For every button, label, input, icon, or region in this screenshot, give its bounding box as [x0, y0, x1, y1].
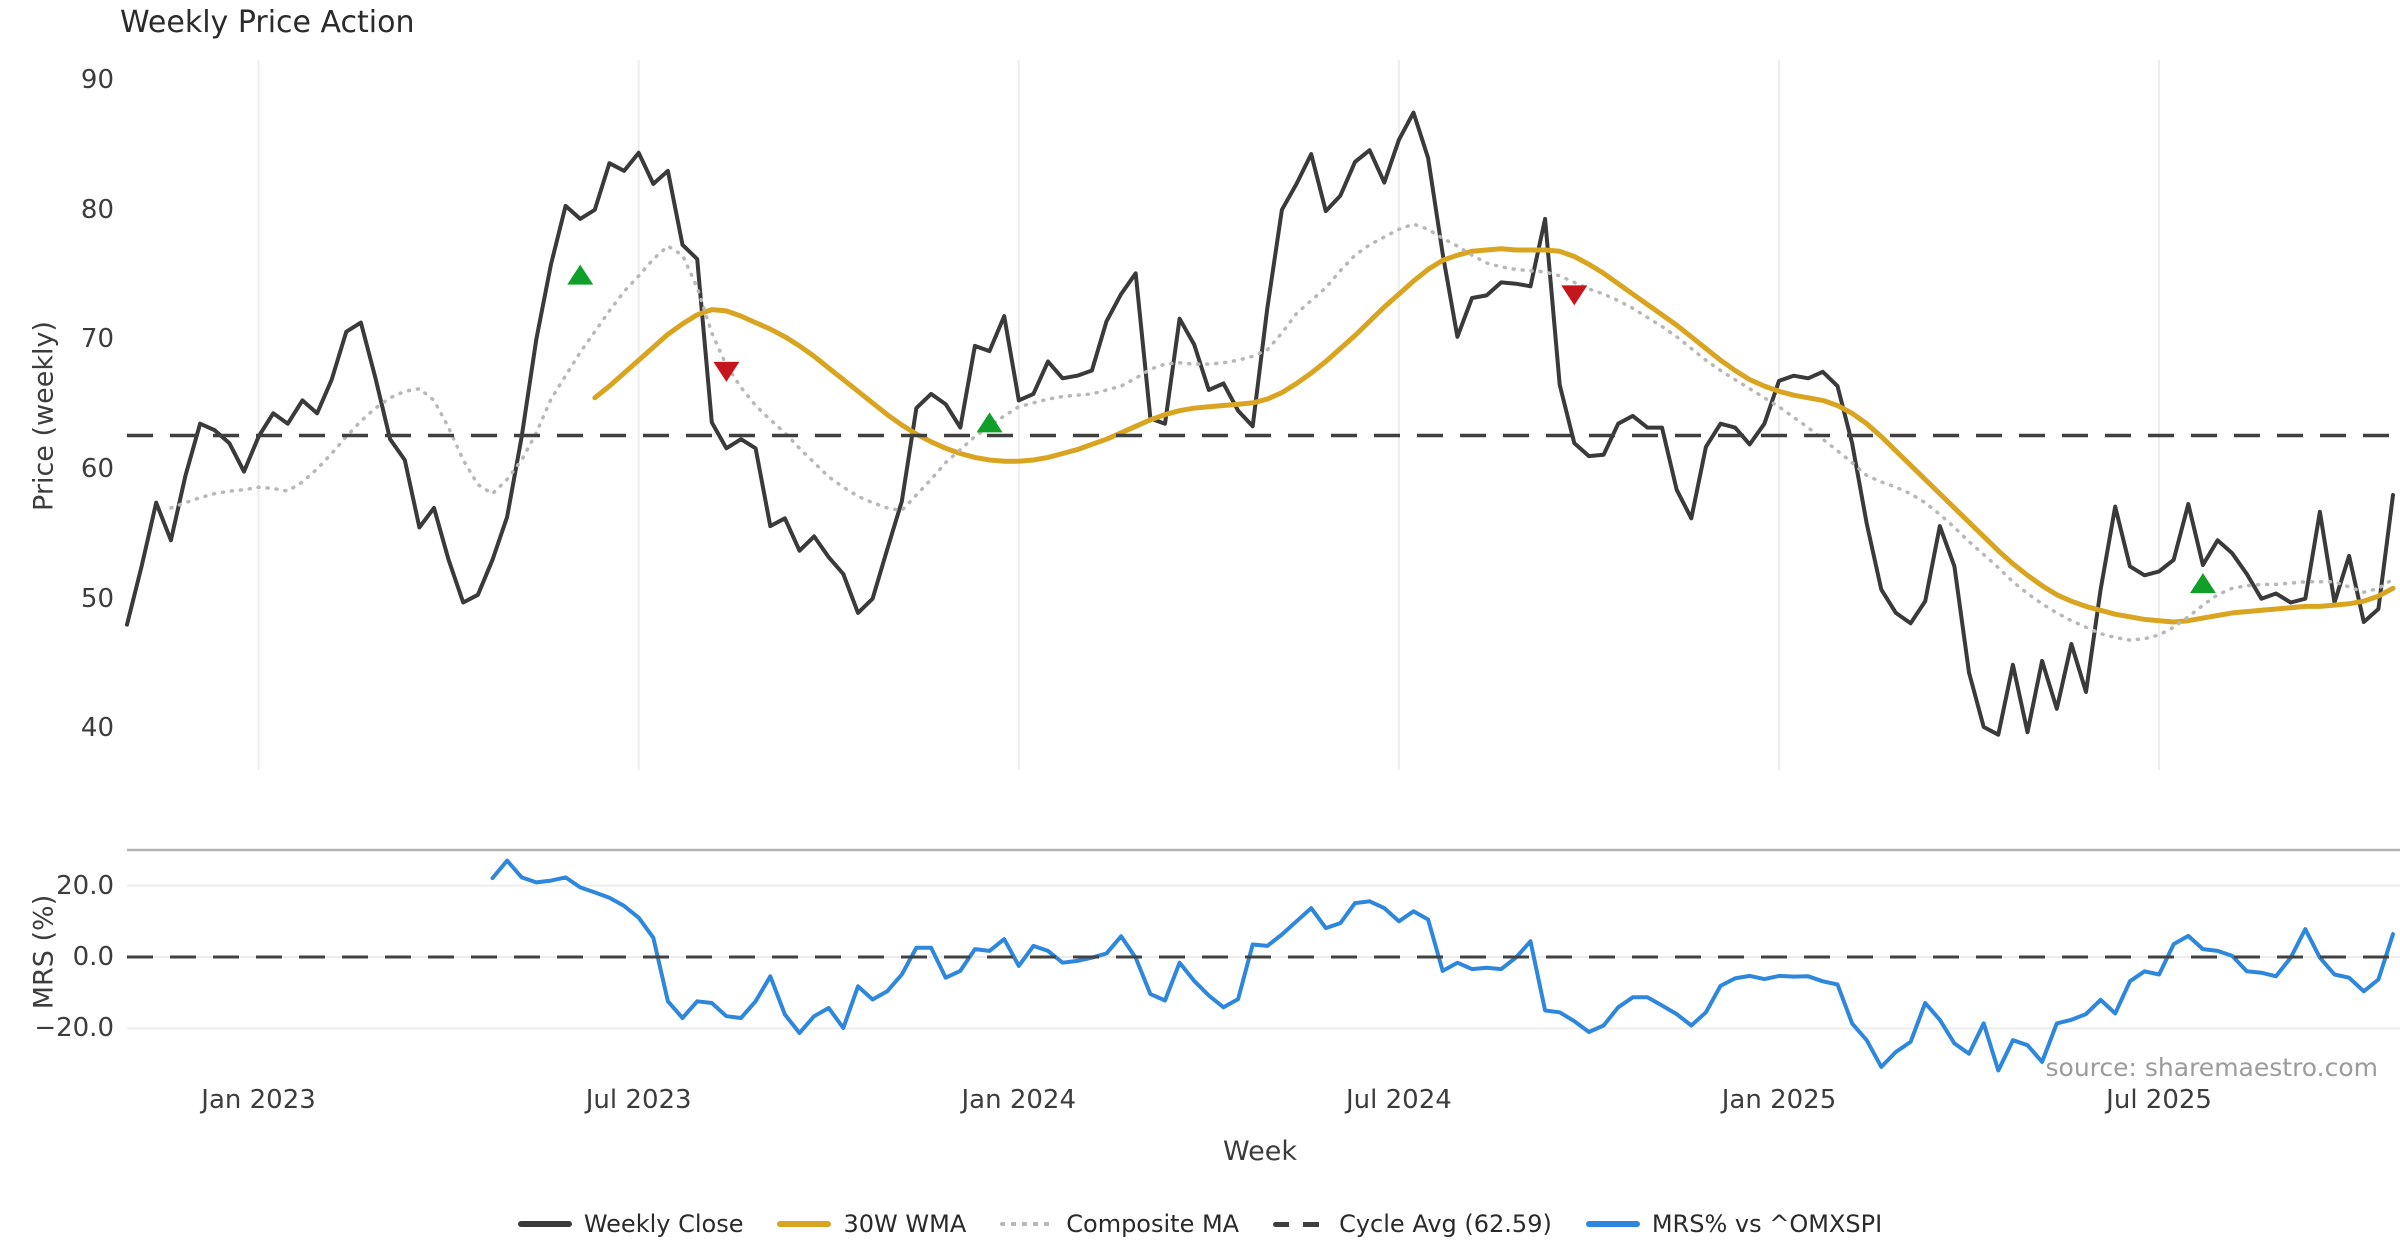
chart-legend: Weekly Close 30W WMA Composite MA Cycle Avg…	[0, 1210, 2400, 1238]
mrs-ytick-label: 0.0	[72, 941, 114, 972]
legend-item: 30W WMA	[777, 1210, 966, 1238]
source-note: source: sharemaestro.com	[2045, 1053, 2379, 1082]
price-ytick-label: 60	[80, 454, 114, 485]
legend-swatch-dotted	[1000, 1222, 1055, 1226]
date-xtick-label: Jul 2025	[2106, 1085, 2212, 1115]
mrs-ytick-label: 20.0	[56, 870, 114, 901]
weekly-close-line	[125, 110, 2395, 737]
price-ytick-label: 80	[80, 194, 114, 225]
date-xtick-label: Jul 2023	[585, 1085, 692, 1115]
mrs-ytick-label: −20.0	[34, 1013, 114, 1044]
legend-label: Cycle Avg (62.59)	[1339, 1210, 1552, 1238]
price-ytick-label: 70	[80, 324, 114, 355]
composite-ma-line	[169, 222, 2395, 642]
date-xtick-label: Jan 2023	[201, 1085, 316, 1115]
week-axis-label: Week	[1223, 1136, 1297, 1167]
price-ytick-label: 40	[80, 713, 114, 744]
legend-swatch-solid	[517, 1221, 572, 1227]
legend-label: 30W WMA	[843, 1210, 967, 1238]
legend-item: MRS% vs ^OMXSPI	[1585, 1210, 1883, 1238]
date-xtick-label: Jan 2024	[961, 1085, 1077, 1115]
price-ytick-label: 90	[80, 65, 114, 96]
buy-signal-marker	[2189, 573, 2216, 594]
legend-swatch-solid	[777, 1221, 832, 1227]
date-xtick-label: Jul 2024	[1345, 1085, 1452, 1115]
wma-line	[592, 246, 2396, 625]
sell-signal-marker	[713, 361, 740, 382]
sell-signal-marker	[1561, 285, 1588, 306]
legend-item: Composite MA	[1000, 1210, 1239, 1238]
legend-label: Weekly Close	[583, 1210, 744, 1238]
date-xtick-label: Jan 2025	[1721, 1085, 1837, 1115]
buy-signal-marker	[567, 264, 594, 285]
legend-label: Composite MA	[1066, 1210, 1240, 1238]
legend-item: Weekly Close	[517, 1210, 744, 1238]
legend-item: Cycle Avg (62.59)	[1273, 1210, 1552, 1238]
buy-signal-marker	[976, 412, 1003, 433]
legend-label: MRS% vs ^OMXSPI	[1651, 1210, 1883, 1238]
legend-swatch-solid	[1585, 1221, 1640, 1227]
chart-title: Weekly Price Action	[120, 5, 415, 40]
legend-swatch-dashed	[1273, 1221, 1328, 1227]
mrs-line	[490, 858, 2395, 1073]
price-ytick-label: 50	[80, 583, 114, 614]
